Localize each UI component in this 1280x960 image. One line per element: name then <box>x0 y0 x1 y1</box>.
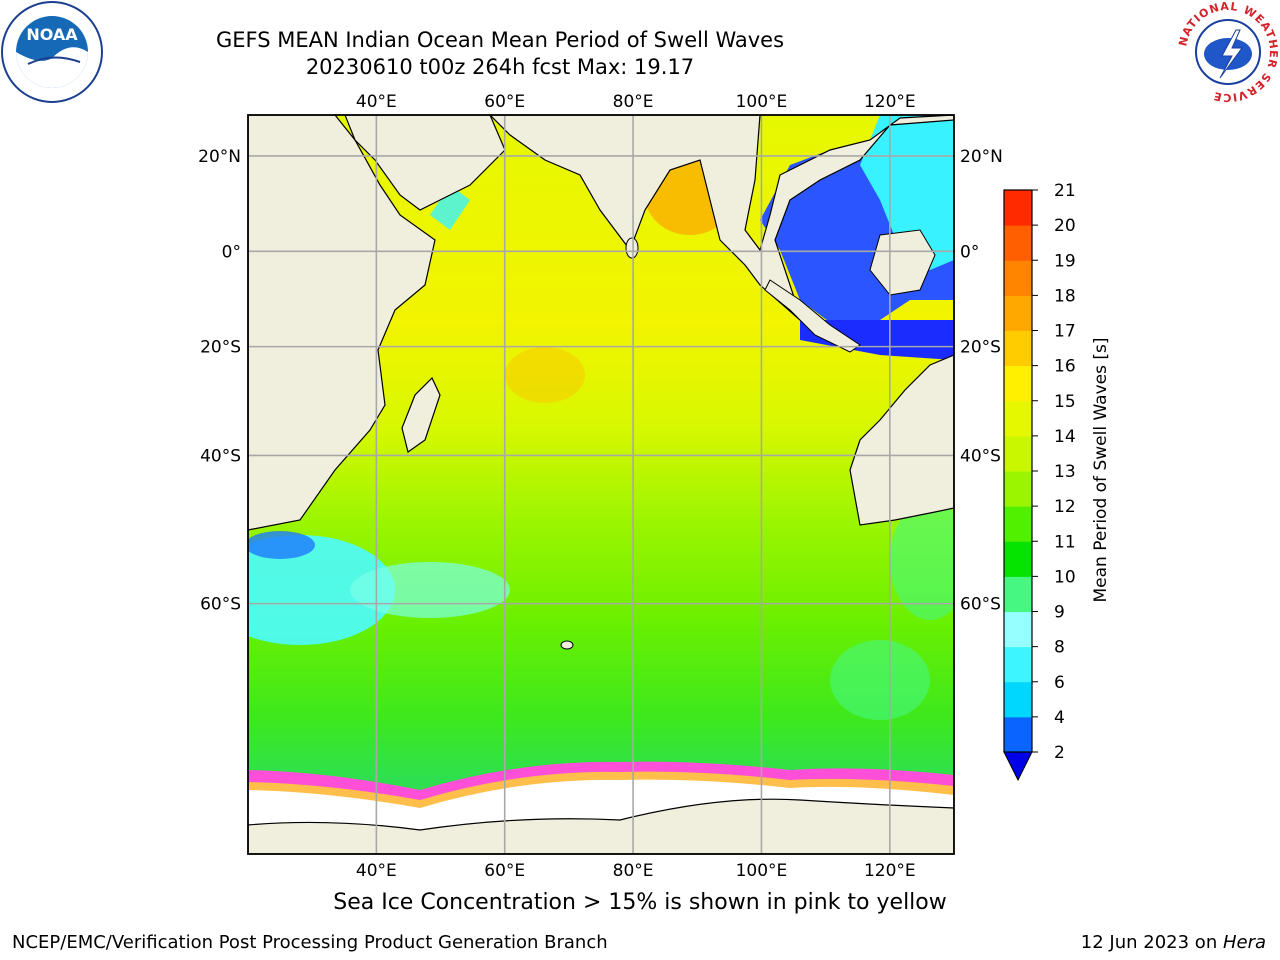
colorbar-swatch <box>1004 471 1032 507</box>
land-australia <box>849 354 954 526</box>
colorbar: 2 4 6 8 9 10 11 12 13 14 15 16 17 18 19 20 21 <box>1003 181 1076 782</box>
colorbar-tick-label: 4 <box>1054 708 1065 728</box>
colorbar-swatch <box>1004 400 1032 437</box>
colorbar-swatch <box>1004 646 1032 683</box>
lon-label-bottom: 40°E <box>356 861 397 881</box>
noaa-logo: NOAA <box>1 1 103 103</box>
colorbar-swatch <box>1004 330 1032 367</box>
map-area <box>248 115 954 854</box>
colorbar-tick-label: 18 <box>1054 286 1076 306</box>
gridlines <box>248 115 954 854</box>
lat-label-right: 40°S <box>960 446 1001 466</box>
colorbar-tick-label: 8 <box>1054 638 1065 658</box>
land-borneo <box>869 229 936 296</box>
short-period-zone <box>350 562 510 618</box>
short-period-zone <box>890 500 954 620</box>
lat-label-right: 0° <box>960 242 979 262</box>
colorbar-tick-label: 17 <box>1054 322 1076 342</box>
colorbar-tick-label: 6 <box>1054 673 1065 693</box>
colorbar-tick-label: 20 <box>1054 216 1076 236</box>
host-name: Hera <box>1222 932 1266 953</box>
colorbar-swatch <box>1004 541 1032 577</box>
noaa-logo-text: NOAA <box>26 25 78 44</box>
lon-label-top: 80°E <box>613 92 654 112</box>
colorbar-swatch <box>1004 716 1032 753</box>
colorbar-under-arrow <box>1003 751 1033 782</box>
date-text: 12 Jun 2023 on <box>1080 932 1223 953</box>
lon-label-bottom: 60°E <box>484 861 525 881</box>
short-period-zone <box>830 640 930 720</box>
sea-ice-note: Sea Ice Concentration > 15% is shown in … <box>333 890 947 915</box>
colorbar-swatch <box>1004 506 1032 542</box>
colorbar-swatch <box>1004 435 1032 472</box>
lon-label-bottom: 120°E <box>864 861 916 881</box>
date-stamp: 12 Jun 2023 on Hera <box>1081 932 1266 953</box>
nws-logo: NATIONAL WEATHER SERVICE <box>1176 0 1279 104</box>
colorbar-swatch <box>1004 225 1032 261</box>
lat-label-left: 0° <box>222 242 241 262</box>
colorbar-tick-label: 21 <box>1054 181 1076 201</box>
colorbar-tick-label: 10 <box>1054 567 1076 587</box>
lat-label-right: 20°S <box>960 338 1001 358</box>
land-kerguelen <box>560 640 574 650</box>
map-title: GEFS MEAN Indian Ocean Mean Period of Sw… <box>215 28 785 52</box>
lat-label-left: 40°S <box>200 446 241 466</box>
colorbar-swatch <box>1004 611 1032 648</box>
colorbar-tick-label: 19 <box>1054 251 1076 271</box>
lon-label-bottom: 80°E <box>613 861 654 881</box>
colorbar-swatch <box>1004 190 1032 226</box>
short-period-zone <box>248 531 315 559</box>
long-period-zone <box>505 347 585 403</box>
map-frame <box>247 114 955 855</box>
land-africa <box>248 115 436 531</box>
colorbar-label: Mean Period of Swell Waves [s] <box>1091 338 1111 603</box>
colorbar-tick-label: 2 <box>1054 743 1065 763</box>
short-period-zone <box>800 320 954 360</box>
lat-label-left: 20°N <box>198 147 241 167</box>
map-subtitle: 20230610 t00z 264h fcst Max: 19.17 <box>305 55 695 79</box>
colorbar-swatch <box>1004 681 1032 718</box>
short-period-zone <box>248 535 395 645</box>
lon-label-top: 60°E <box>484 92 525 112</box>
colorbar-swatch <box>1004 295 1032 331</box>
colorbar-swatch <box>1004 576 1032 612</box>
colorbar-tick-label: 12 <box>1054 497 1076 517</box>
lat-label-left: 20°S <box>200 338 241 358</box>
lat-label-right: 60°S <box>960 595 1001 615</box>
land-arabia <box>344 115 506 211</box>
short-period-zone <box>860 115 954 270</box>
short-period-zone <box>430 185 470 230</box>
colorbar-swatch <box>1004 260 1032 296</box>
lon-label-top: 100°E <box>736 92 788 112</box>
lat-label-left: 60°S <box>200 595 241 615</box>
lon-label-bottom: 100°E <box>736 861 788 881</box>
lon-label-top: 40°E <box>356 92 397 112</box>
colorbar-tick-label: 15 <box>1054 392 1076 412</box>
axis-labels: 40°E 40°E 60°E 60°E 80°E 80°E 100°E 100°E 120°E 1… <box>198 92 1003 881</box>
colorbar-tick-label: 16 <box>1054 357 1076 377</box>
colorbar-tick-label: 13 <box>1054 462 1076 482</box>
land-madagascar <box>401 376 441 453</box>
lat-label-right: 20°N <box>960 147 1003 167</box>
land-sri-lanka <box>625 237 639 259</box>
colorbar-tick-label: 14 <box>1054 427 1076 447</box>
credit-text: NCEP/EMC/Verification Post Processing Pr… <box>12 932 608 953</box>
land-antarctica <box>248 798 954 854</box>
colorbar-swatch <box>1004 365 1032 402</box>
lon-label-top: 120°E <box>864 92 916 112</box>
land-sumatra <box>764 279 861 353</box>
colorbar-tick-label: 11 <box>1054 532 1076 552</box>
colorbar-tick-label: 9 <box>1054 603 1065 623</box>
